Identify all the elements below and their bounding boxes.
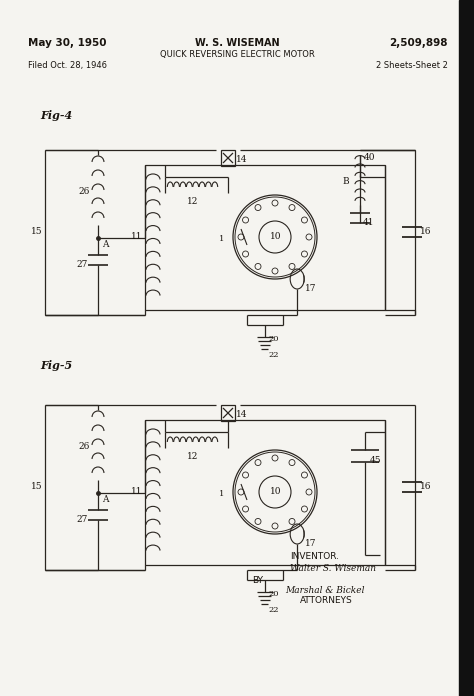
Text: 20: 20 bbox=[268, 590, 279, 598]
Text: 11: 11 bbox=[131, 232, 143, 241]
Text: Marshal & Bickel: Marshal & Bickel bbox=[285, 586, 365, 595]
Text: May 30, 1950: May 30, 1950 bbox=[28, 38, 107, 48]
Bar bbox=[459, 0, 474, 696]
Text: 26: 26 bbox=[78, 187, 90, 196]
Text: 15: 15 bbox=[31, 227, 43, 236]
Text: 14: 14 bbox=[236, 410, 247, 419]
Text: 10: 10 bbox=[270, 232, 282, 241]
Text: 1: 1 bbox=[219, 235, 224, 243]
Text: 10: 10 bbox=[270, 487, 282, 496]
Text: 12: 12 bbox=[187, 197, 199, 206]
Text: QUICK REVERSING ELECTRIC MOTOR: QUICK REVERSING ELECTRIC MOTOR bbox=[160, 50, 314, 59]
Text: 26: 26 bbox=[78, 442, 90, 451]
Text: 40: 40 bbox=[364, 153, 375, 162]
Text: 2 Sheets-Sheet 2: 2 Sheets-Sheet 2 bbox=[376, 61, 448, 70]
Text: Fig-5: Fig-5 bbox=[40, 360, 72, 371]
Text: 22: 22 bbox=[268, 351, 279, 359]
Bar bbox=[221, 405, 235, 421]
Text: 12: 12 bbox=[187, 452, 199, 461]
Text: A: A bbox=[102, 495, 109, 504]
Text: 16: 16 bbox=[420, 227, 431, 236]
Text: 27: 27 bbox=[76, 260, 87, 269]
Text: 15: 15 bbox=[31, 482, 43, 491]
Text: ATTORNEYS: ATTORNEYS bbox=[300, 596, 353, 605]
Bar bbox=[145, 420, 385, 565]
Circle shape bbox=[233, 195, 317, 279]
Text: Walter S. Wiseman: Walter S. Wiseman bbox=[290, 564, 376, 573]
Text: 45: 45 bbox=[370, 456, 382, 465]
Bar bbox=[145, 165, 385, 310]
Text: 14: 14 bbox=[236, 155, 247, 164]
Text: 17: 17 bbox=[305, 539, 317, 548]
Text: 1: 1 bbox=[219, 490, 224, 498]
Text: 27: 27 bbox=[76, 515, 87, 524]
Text: Fig-4: Fig-4 bbox=[40, 110, 72, 121]
Text: 2,509,898: 2,509,898 bbox=[390, 38, 448, 48]
Text: Filed Oct. 28, 1946: Filed Oct. 28, 1946 bbox=[28, 61, 107, 70]
Text: 16: 16 bbox=[420, 482, 431, 491]
Text: 17: 17 bbox=[305, 284, 317, 293]
Text: B: B bbox=[342, 177, 348, 186]
Text: A: A bbox=[102, 240, 109, 249]
Text: W. S. WISEMAN: W. S. WISEMAN bbox=[195, 38, 279, 48]
Text: INVENTOR.: INVENTOR. bbox=[290, 552, 339, 561]
Text: 41: 41 bbox=[363, 218, 374, 227]
Text: 20: 20 bbox=[268, 335, 279, 343]
Bar bbox=[221, 150, 235, 166]
Text: 11: 11 bbox=[131, 487, 143, 496]
Text: 22: 22 bbox=[268, 606, 279, 614]
Circle shape bbox=[233, 450, 317, 534]
Text: BY: BY bbox=[252, 576, 263, 585]
